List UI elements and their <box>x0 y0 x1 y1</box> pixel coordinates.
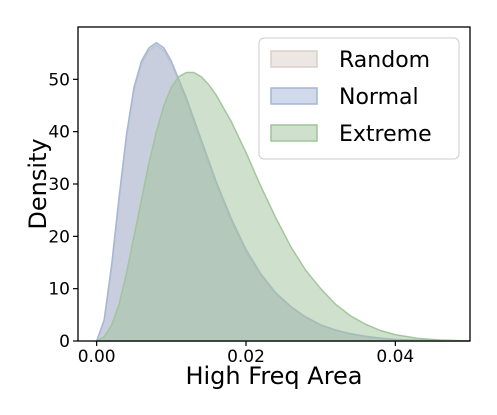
x-axis-ticks: 0.00 0.02 0.04 <box>78 341 414 367</box>
y-tick-label: 20 <box>48 227 70 247</box>
y-tick-label: 30 <box>48 175 70 195</box>
x-tick-label: 0.04 <box>376 347 414 367</box>
legend: Random Normal Extreme <box>258 37 460 160</box>
legend-swatch-random <box>270 50 318 68</box>
legend-label-normal: Normal <box>339 85 419 110</box>
legend-swatch-normal <box>270 87 318 105</box>
y-tick-label: 50 <box>48 70 70 90</box>
x-tick-label: 0.00 <box>78 347 116 367</box>
y-tick-label: 40 <box>48 123 70 143</box>
x-tick-label: 0.02 <box>227 347 265 367</box>
area-extreme <box>93 71 471 342</box>
legend-label-extreme: Extreme <box>339 122 432 147</box>
y-axis-ticks: 0 10 20 30 40 50 <box>48 70 78 352</box>
y-tick-label: 10 <box>48 280 70 300</box>
y-tick-label: 0 <box>59 332 70 352</box>
legend-label-random: Random <box>339 48 430 73</box>
legend-swatch-extreme <box>270 124 318 142</box>
y-axis-label: Density <box>24 138 52 229</box>
density-areas <box>93 41 471 342</box>
x-axis-label: High Freq Area <box>185 362 362 390</box>
